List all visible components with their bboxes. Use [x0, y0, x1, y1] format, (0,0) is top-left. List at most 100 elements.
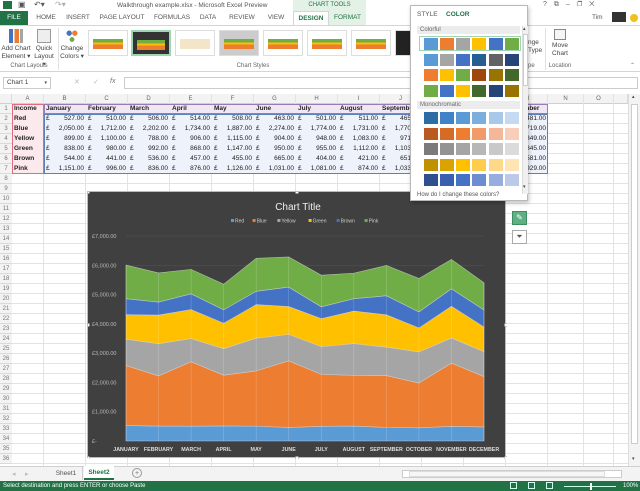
- color-swatch[interactable]: [505, 38, 519, 50]
- header-cell[interactable]: January: [46, 105, 71, 112]
- color-swatch[interactable]: [456, 38, 470, 50]
- zoom-slider[interactable]: [564, 483, 616, 490]
- value-cell[interactable]: £1,887.00: [212, 124, 254, 134]
- color-swatch[interactable]: [472, 143, 486, 155]
- tab-view[interactable]: VIEW: [267, 14, 285, 21]
- value-cell[interactable]: £1,712.00: [86, 124, 128, 134]
- row-header[interactable]: 28: [0, 374, 12, 384]
- chart-style-6[interactable]: [307, 30, 347, 56]
- color-swatch[interactable]: [505, 128, 519, 140]
- value-cell[interactable]: £1,774.00: [296, 124, 338, 134]
- color-swatch[interactable]: [505, 174, 519, 186]
- row-header[interactable]: 5: [0, 144, 12, 154]
- name-box[interactable]: Chart 1 ▾: [3, 77, 51, 89]
- page-break-view-icon[interactable]: [546, 482, 553, 489]
- row-header[interactable]: 15: [0, 244, 12, 254]
- color-swatch[interactable]: [472, 112, 486, 124]
- row-label-cell[interactable]: Red: [14, 115, 27, 122]
- minimize-icon[interactable]: –: [565, 1, 577, 8]
- row-label-cell[interactable]: Green: [14, 145, 33, 152]
- horizontal-scrollbar[interactable]: [402, 470, 622, 478]
- color-swatch[interactable]: [489, 54, 503, 66]
- value-cell[interactable]: £421.00: [338, 154, 380, 164]
- row-header[interactable]: 11: [0, 204, 12, 214]
- help-link[interactable]: How do I change these colors?: [417, 192, 500, 198]
- color-swatch[interactable]: [505, 69, 519, 81]
- row-header[interactable]: 3: [0, 124, 12, 134]
- row-header[interactable]: 32: [0, 414, 12, 424]
- value-cell[interactable]: £1,734.00: [170, 124, 212, 134]
- row-label-cell[interactable]: Blue: [14, 125, 29, 132]
- row-header[interactable]: 22: [0, 314, 12, 324]
- row-header[interactable]: 31: [0, 404, 12, 414]
- color-swatch[interactable]: [456, 143, 470, 155]
- color-swatch[interactable]: [424, 174, 438, 186]
- chart-filters-button[interactable]: ⏷: [512, 230, 527, 244]
- tab-file[interactable]: FILE: [0, 11, 28, 25]
- value-cell[interactable]: £836.00: [128, 164, 170, 174]
- column-header[interactable]: A: [12, 94, 44, 104]
- value-cell[interactable]: £1,770.00: [380, 124, 422, 134]
- scroll-left-icon[interactable]: ◂: [12, 471, 16, 478]
- value-cell[interactable]: £1,115.00: [212, 134, 254, 144]
- row-header[interactable]: 24: [0, 334, 12, 344]
- color-swatch[interactable]: [456, 159, 470, 171]
- row-header[interactable]: 18: [0, 274, 12, 284]
- close-icon[interactable]: ✕: [589, 1, 602, 8]
- change-chart-type-button[interactable]: nge Type: [528, 39, 542, 55]
- save-icon[interactable]: ▣: [18, 0, 26, 9]
- color-swatch[interactable]: [489, 143, 503, 155]
- smiley-feedback-icon[interactable]: [630, 14, 638, 22]
- page-layout-view-icon[interactable]: [528, 482, 535, 489]
- value-cell[interactable]: £544.00: [44, 154, 86, 164]
- scroll-down-icon[interactable]: ▾: [632, 456, 635, 462]
- chart[interactable]: £- £1,000.00 £2,000.00 £3,000.00 £4,000.00 £5…: [86, 190, 508, 460]
- row-header[interactable]: 29: [0, 384, 12, 394]
- collapse-ribbon-icon[interactable]: ⌃: [630, 63, 636, 69]
- chart-title[interactable]: Chart Title: [275, 202, 321, 213]
- row-header[interactable]: 14: [0, 234, 12, 244]
- color-swatch[interactable]: [505, 143, 519, 155]
- header-cell[interactable]: March: [130, 105, 150, 112]
- column-header[interactable]: O: [584, 94, 614, 104]
- value-cell[interactable]: £665.00: [254, 154, 296, 164]
- color-swatch[interactable]: [456, 69, 470, 81]
- value-cell[interactable]: £404.00: [296, 154, 338, 164]
- value-cell[interactable]: £1,081.00: [296, 164, 338, 174]
- value-cell[interactable]: £2,274.00: [254, 124, 296, 134]
- value-cell[interactable]: £1,103.00: [380, 144, 422, 154]
- column-header[interactable]: D: [128, 94, 170, 104]
- row-header[interactable]: 35: [0, 444, 12, 454]
- undo-icon[interactable]: ↶▾: [34, 0, 45, 9]
- row-header[interactable]: 6: [0, 154, 12, 164]
- column-header[interactable]: G: [254, 94, 296, 104]
- row-header[interactable]: 16: [0, 254, 12, 264]
- color-swatch[interactable]: [472, 69, 486, 81]
- value-cell[interactable]: £455.00: [212, 154, 254, 164]
- value-cell[interactable]: £904.00: [254, 134, 296, 144]
- color-swatch[interactable]: [505, 112, 519, 124]
- zoom-slider-thumb[interactable]: [590, 483, 592, 490]
- quick-layout-button[interactable]: Quick Layout ▾: [32, 29, 56, 69]
- value-cell[interactable]: £536.00: [128, 154, 170, 164]
- value-cell[interactable]: £868.00: [170, 144, 212, 154]
- help-icon[interactable]: ?: [543, 1, 554, 8]
- value-cell[interactable]: £950.00: [254, 144, 296, 154]
- popup-scrollbar[interactable]: ▴ ▾: [522, 26, 528, 194]
- value-cell[interactable]: £1,151.00: [44, 164, 86, 174]
- value-cell[interactable]: £992.00: [128, 144, 170, 154]
- value-cell[interactable]: £1,031.00: [254, 164, 296, 174]
- value-cell[interactable]: £838.00: [44, 144, 86, 154]
- color-swatch[interactable]: [472, 128, 486, 140]
- column-header[interactable]: C: [86, 94, 128, 104]
- normal-view-icon[interactable]: [510, 482, 517, 489]
- row-header[interactable]: 13: [0, 224, 12, 234]
- color-swatch[interactable]: [424, 128, 438, 140]
- color-swatch[interactable]: [489, 69, 503, 81]
- value-cell[interactable]: £1,083.00: [338, 134, 380, 144]
- color-swatch[interactable]: [472, 54, 486, 66]
- row-header[interactable]: 7: [0, 164, 12, 174]
- scroll-thumb[interactable]: [523, 34, 528, 86]
- tab-review[interactable]: REVIEW: [229, 14, 255, 21]
- color-swatch[interactable]: [424, 112, 438, 124]
